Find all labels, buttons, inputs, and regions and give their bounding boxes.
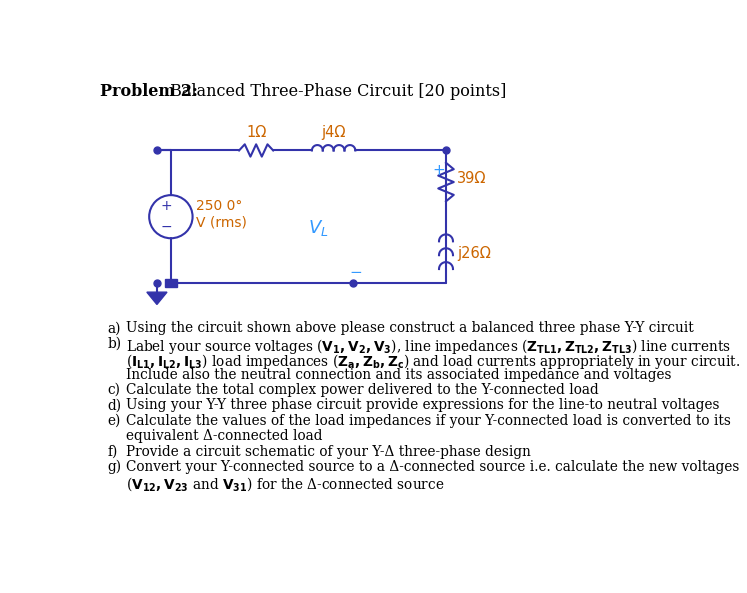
Text: 250 0°: 250 0°: [196, 199, 242, 213]
Text: +: +: [161, 199, 172, 213]
Text: −: −: [350, 265, 362, 280]
Text: j26Ω: j26Ω: [457, 246, 491, 261]
Text: 39Ω: 39Ω: [457, 171, 486, 186]
Text: c): c): [108, 383, 120, 397]
Text: −: −: [161, 219, 172, 234]
Text: g): g): [108, 460, 122, 474]
Text: Balanced Three-Phase Circuit [20 points]: Balanced Three-Phase Circuit [20 points]: [164, 82, 506, 100]
Text: 1Ω: 1Ω: [246, 126, 266, 141]
Text: Include also the neutral connection and its associated impedance and voltages: Include also the neutral connection and …: [126, 368, 672, 382]
Text: e): e): [108, 414, 121, 428]
Text: Provide a circuit schematic of your Y-Δ three-phase design: Provide a circuit schematic of your Y-Δ …: [126, 445, 531, 458]
Text: ($\mathbf{I_{L1}, I_{L2}, I_{L3}}$) load impedances ($\mathbf{Z_a, Z_b, Z_c}$) a: ($\mathbf{I_{L1}, I_{L2}, I_{L3}}$) load…: [126, 352, 740, 371]
Text: Problem 2:: Problem 2:: [99, 82, 197, 100]
Text: j4Ω: j4Ω: [321, 126, 346, 141]
Text: f): f): [108, 445, 118, 458]
Text: d): d): [108, 398, 122, 412]
Text: Calculate the values of the load impedances if your Y-connected load is converte: Calculate the values of the load impedan…: [126, 414, 731, 428]
Text: ($\mathbf{V_{12}, V_{23}}$ and $\mathbf{V_{31}}$) for the Δ-connected source: ($\mathbf{V_{12}, V_{23}}$ and $\mathbf{…: [126, 476, 444, 493]
Text: Label your source voltages (⁠$\mathbf{V_1, V_2, V_3}$), line impedances ($\mathb: Label your source voltages (⁠$\mathbf{V_…: [126, 337, 731, 356]
Text: a): a): [108, 321, 121, 336]
Text: b): b): [108, 337, 122, 351]
Text: Convert your Y-connected source to a Δ-connected source i.e. calculate the new v: Convert your Y-connected source to a Δ-c…: [126, 460, 740, 474]
Text: Using your Y-Y three phase circuit provide expressions for the line-to neutral v: Using your Y-Y three phase circuit provi…: [126, 398, 719, 412]
Text: $\mathit{V}_{\mathit{L}}$: $\mathit{V}_{\mathit{L}}$: [308, 218, 329, 238]
Text: Calculate the total complex power delivered to the Y-connected load: Calculate the total complex power delive…: [126, 383, 598, 397]
Text: +: +: [432, 163, 444, 178]
Text: equivalent Δ-connected load: equivalent Δ-connected load: [126, 429, 323, 443]
Polygon shape: [147, 292, 167, 304]
Text: Using the circuit shown above please construct a balanced three phase Y-Y circui: Using the circuit shown above please con…: [126, 321, 694, 336]
Text: V (rms): V (rms): [196, 216, 247, 230]
Bar: [164, 279, 177, 287]
